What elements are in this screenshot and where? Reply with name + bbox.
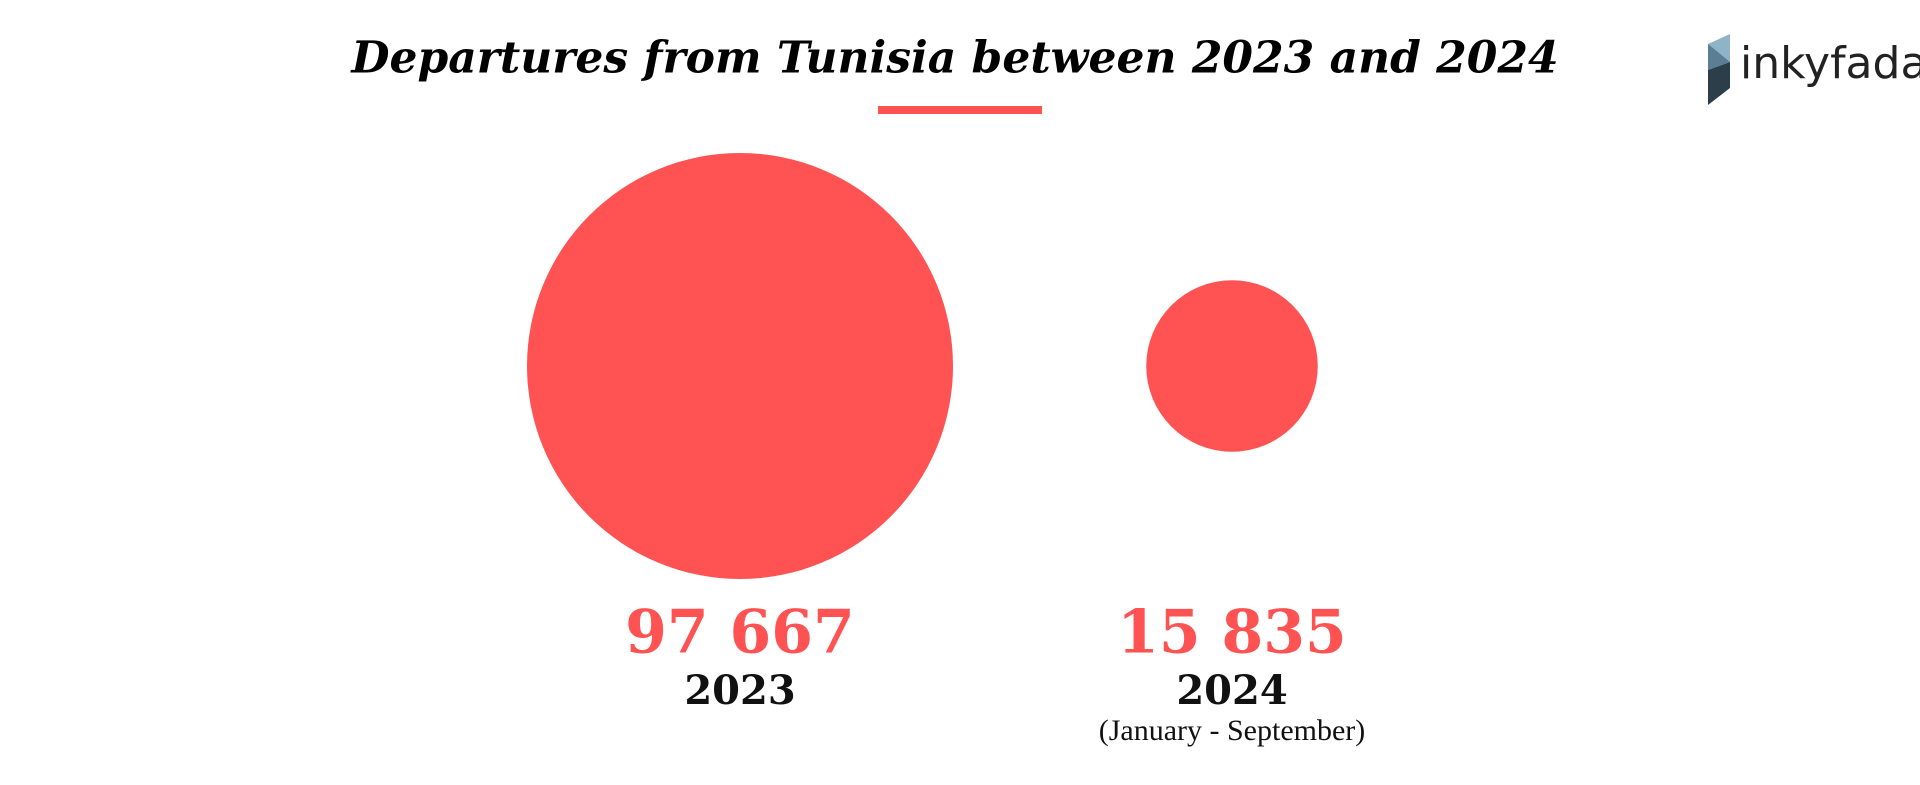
value-label: 97 667	[625, 598, 855, 668]
logo-shape	[1708, 44, 1730, 70]
bubble	[527, 153, 953, 579]
title-underline	[878, 106, 1042, 114]
logo-text: inkyfada	[1740, 38, 1920, 89]
category-label: 2024	[1176, 667, 1287, 714]
logo: inkyfada	[1708, 34, 1920, 105]
logo-shape	[1708, 62, 1730, 105]
annotation: (January - September)	[1099, 714, 1366, 747]
chart-title: Departures from Tunisia between 2023 and…	[349, 33, 1558, 84]
category-label: 2023	[684, 667, 795, 714]
value-label: 15 835	[1117, 598, 1347, 668]
bubble	[1146, 280, 1318, 452]
